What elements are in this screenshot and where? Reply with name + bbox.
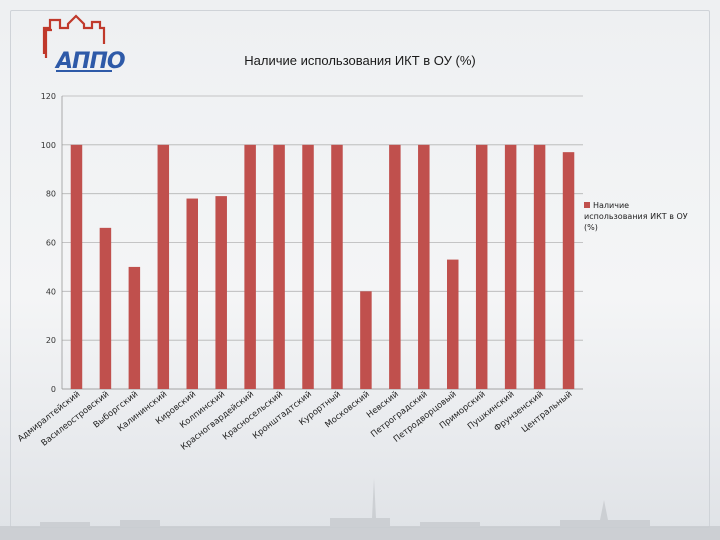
bar [504, 144, 517, 389]
bar [157, 144, 170, 389]
bar [562, 152, 575, 389]
bar [244, 144, 256, 389]
legend-swatch [584, 202, 590, 208]
chart-legend: Наличие использования ИКТ в ОУ (%) [584, 200, 694, 233]
bar [99, 227, 112, 389]
bar [70, 144, 83, 389]
y-tick-label: 40 [46, 287, 56, 296]
bar [418, 144, 430, 389]
bar [331, 144, 343, 389]
y-tick-label: 0 [51, 385, 56, 394]
bar [128, 266, 141, 389]
city-skyline-icon [0, 478, 720, 540]
legend-label: Наличие использования ИКТ в ОУ (%) [584, 201, 688, 232]
bar [273, 144, 285, 389]
chart-title: Наличие использования ИКТ в ОУ (%) [244, 53, 476, 68]
bar [360, 291, 372, 389]
bar [389, 144, 401, 389]
bar [186, 198, 198, 389]
y-tick-label: 80 [46, 190, 56, 199]
y-tick-label: 100 [41, 141, 56, 150]
logo-text: АППО [54, 49, 125, 74]
bar [533, 144, 546, 389]
bar [215, 196, 227, 389]
building-outline-icon [42, 14, 106, 58]
bar [475, 144, 488, 389]
x-tick-label: Центральный [520, 389, 574, 435]
appo-logo: АППО [42, 14, 126, 74]
y-tick-label: 60 [46, 239, 56, 248]
y-tick-label: 120 [41, 92, 56, 101]
bar [302, 144, 314, 389]
bar [447, 259, 459, 389]
y-tick-label: 20 [46, 336, 56, 345]
